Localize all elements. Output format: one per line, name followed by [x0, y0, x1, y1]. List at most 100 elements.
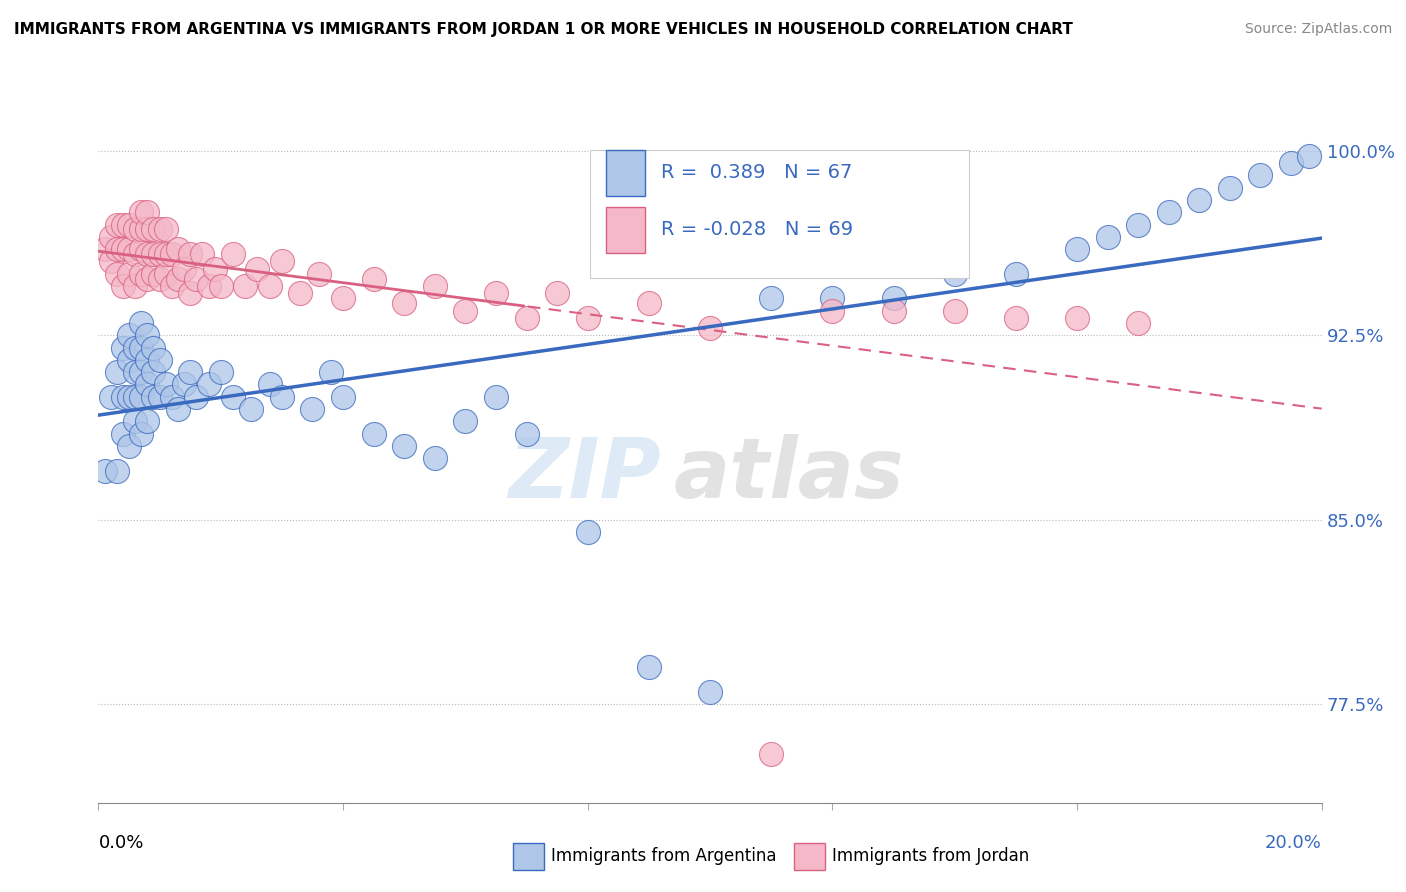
FancyBboxPatch shape [591, 150, 969, 278]
Point [363, 271, 385, 285]
Point [485, 286, 508, 301]
Point [392, 439, 416, 453]
Point [142, 222, 165, 236]
Point [423, 279, 446, 293]
Point [197, 279, 219, 293]
Point [111, 341, 134, 355]
Point [149, 247, 172, 261]
Point [301, 402, 323, 417]
Point [204, 261, 226, 276]
Bar [606, 150, 645, 196]
Text: 20.0%: 20.0% [1265, 834, 1322, 852]
Point [124, 390, 146, 404]
Point [259, 377, 281, 392]
Text: 0.0%: 0.0% [98, 834, 143, 852]
Point [1066, 311, 1088, 326]
Point [1004, 267, 1026, 281]
Point [759, 291, 782, 305]
Point [142, 341, 165, 355]
Point [363, 426, 385, 441]
Point [197, 377, 219, 392]
Point [105, 365, 128, 379]
Point [111, 218, 134, 232]
Point [142, 390, 165, 404]
Point [142, 267, 165, 281]
Point [142, 365, 165, 379]
Point [136, 205, 159, 219]
Point [943, 303, 966, 318]
Point [173, 377, 195, 392]
Point [222, 390, 245, 404]
Point [155, 377, 177, 392]
Point [124, 414, 146, 428]
Point [136, 414, 159, 428]
Point [136, 247, 159, 261]
Point [179, 247, 201, 261]
Point [167, 271, 190, 285]
Point [160, 390, 183, 404]
Point [1219, 180, 1241, 194]
Point [209, 365, 232, 379]
Point [155, 247, 177, 261]
Point [105, 464, 128, 478]
Point [167, 242, 190, 256]
Point [883, 291, 905, 305]
Text: ZIP: ZIP [509, 434, 661, 515]
Point [209, 279, 232, 293]
Text: Source: ZipAtlas.com: Source: ZipAtlas.com [1244, 22, 1392, 37]
Point [191, 247, 214, 261]
Point [1298, 148, 1320, 162]
Point [118, 242, 141, 256]
Point [124, 247, 146, 261]
Point [516, 426, 538, 441]
Point [136, 352, 159, 367]
Point [105, 218, 128, 232]
Point [259, 279, 281, 293]
Point [129, 205, 152, 219]
Point [699, 321, 721, 335]
Point [149, 352, 172, 367]
Point [149, 271, 172, 285]
Point [136, 271, 159, 285]
Point [332, 291, 354, 305]
Point [100, 390, 122, 404]
Point [118, 328, 141, 343]
Point [454, 303, 477, 318]
Point [290, 286, 312, 301]
Point [240, 402, 263, 417]
Point [576, 311, 599, 326]
Point [129, 267, 152, 281]
Point [111, 279, 134, 293]
Text: R =  0.389   N = 67: R = 0.389 N = 67 [661, 163, 852, 182]
Point [93, 242, 115, 256]
Point [124, 279, 146, 293]
Point [160, 247, 183, 261]
Text: Immigrants from Jordan: Immigrants from Jordan [832, 847, 1029, 865]
Point [149, 222, 172, 236]
Point [485, 390, 508, 404]
Point [222, 247, 245, 261]
Point [883, 303, 905, 318]
Point [637, 660, 661, 674]
Point [118, 390, 141, 404]
Point [173, 261, 195, 276]
Point [1128, 316, 1150, 330]
Point [392, 296, 416, 310]
Point [118, 218, 141, 232]
Point [1279, 156, 1302, 170]
Point [167, 402, 190, 417]
Point [821, 303, 844, 318]
Point [1188, 193, 1211, 207]
Point [111, 242, 134, 256]
Point [233, 279, 256, 293]
Point [186, 390, 208, 404]
Point [129, 242, 152, 256]
Point [179, 286, 201, 301]
Point [319, 365, 342, 379]
Point [821, 291, 844, 305]
Point [129, 316, 152, 330]
Point [129, 426, 152, 441]
Point [142, 247, 165, 261]
Text: Immigrants from Argentina: Immigrants from Argentina [551, 847, 776, 865]
Point [155, 222, 177, 236]
